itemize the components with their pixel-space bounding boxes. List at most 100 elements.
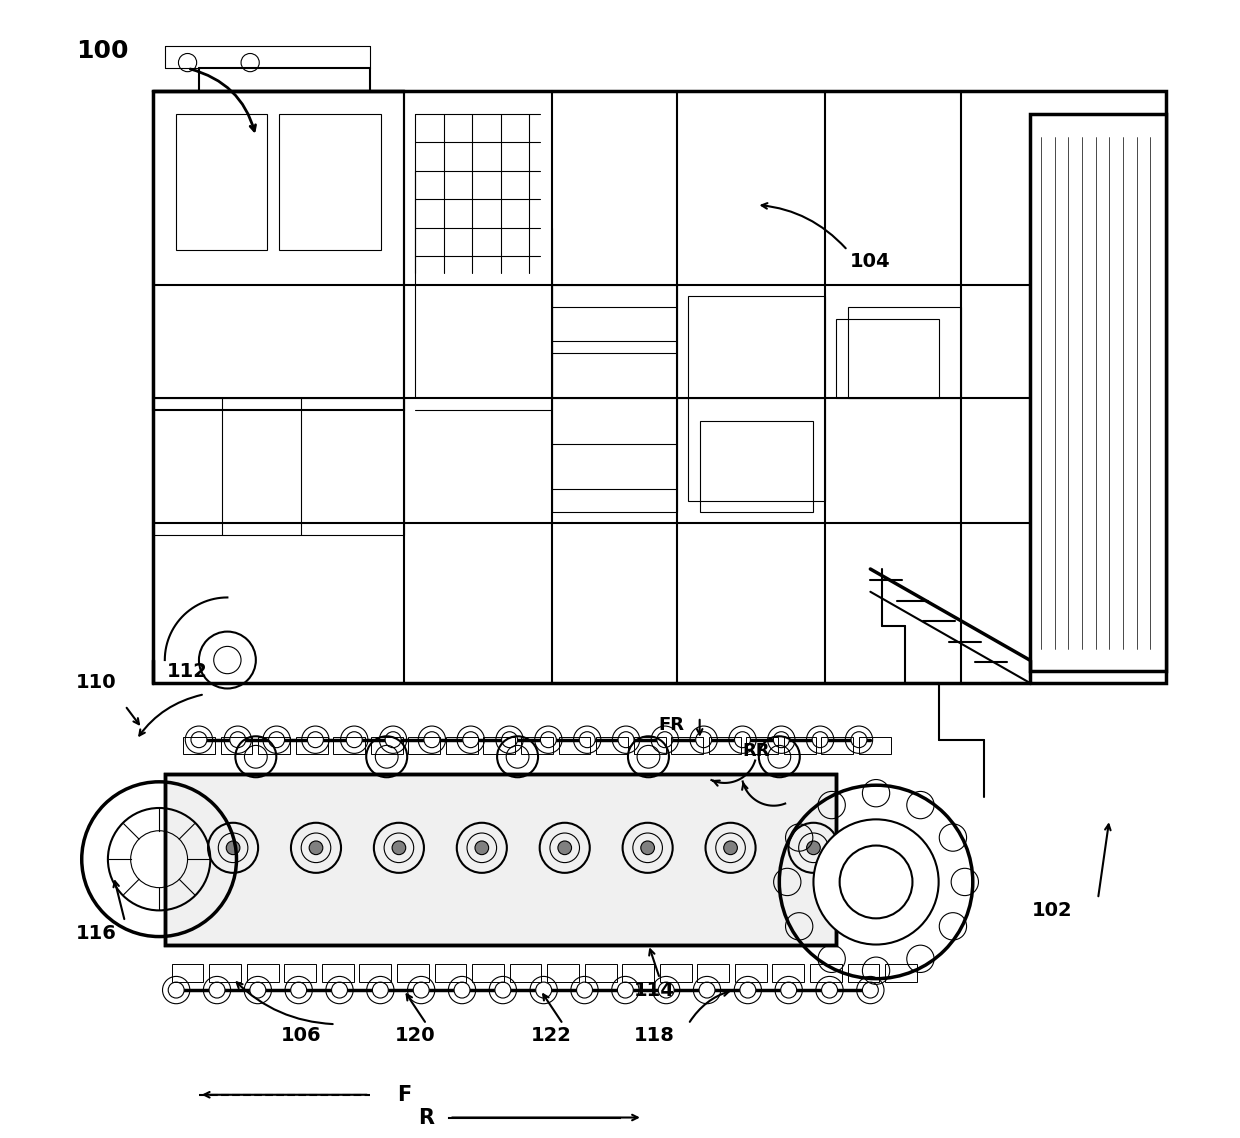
Circle shape (495, 982, 511, 998)
Circle shape (392, 841, 405, 855)
Bar (210, 965, 241, 981)
Bar (510, 965, 542, 981)
Bar (154, 91, 1167, 683)
Circle shape (851, 732, 867, 748)
Text: 100: 100 (76, 39, 129, 64)
Text: FR: FR (658, 716, 684, 734)
Bar (171, 965, 203, 981)
Bar (360, 965, 392, 981)
Circle shape (774, 732, 790, 748)
Bar (258, 737, 290, 754)
Bar (622, 965, 655, 981)
Bar (699, 421, 813, 512)
Circle shape (250, 982, 265, 998)
Bar (521, 737, 553, 754)
Circle shape (579, 732, 595, 748)
Text: F: F (397, 1085, 410, 1105)
Bar (885, 965, 918, 981)
Circle shape (618, 982, 634, 998)
Text: 112: 112 (167, 662, 208, 681)
Text: 106: 106 (281, 1026, 321, 1045)
Circle shape (454, 982, 470, 998)
Bar (848, 965, 879, 981)
Circle shape (413, 982, 429, 998)
Circle shape (386, 732, 401, 748)
Text: 120: 120 (394, 1026, 435, 1045)
Circle shape (641, 841, 655, 855)
Circle shape (210, 982, 224, 998)
Circle shape (502, 732, 517, 748)
Circle shape (475, 841, 489, 855)
Circle shape (226, 841, 239, 855)
Bar (585, 965, 616, 981)
Bar (596, 737, 627, 754)
Bar (154, 398, 404, 535)
Bar (165, 774, 836, 945)
Circle shape (699, 982, 715, 998)
Text: 110: 110 (76, 674, 117, 692)
Bar (221, 737, 253, 754)
Bar (697, 965, 729, 981)
Circle shape (169, 982, 185, 998)
Bar (165, 774, 836, 945)
Bar (446, 737, 477, 754)
Circle shape (229, 732, 246, 748)
Text: R: R (419, 1107, 434, 1128)
Bar (746, 737, 779, 754)
Circle shape (696, 732, 712, 748)
Circle shape (813, 819, 939, 945)
Bar (709, 737, 740, 754)
Bar (773, 965, 805, 981)
Circle shape (191, 732, 207, 748)
Circle shape (862, 982, 878, 998)
Circle shape (308, 732, 324, 748)
Bar (284, 965, 316, 981)
Text: 102: 102 (1032, 901, 1073, 920)
Bar (547, 965, 579, 981)
Text: RR: RR (743, 742, 770, 760)
Circle shape (740, 982, 756, 998)
Bar (848, 307, 961, 398)
Bar (1029, 114, 1167, 671)
Bar (552, 284, 677, 512)
Bar (784, 737, 816, 754)
Bar (247, 965, 279, 981)
Bar (484, 737, 516, 754)
Bar (154, 91, 404, 410)
Circle shape (536, 982, 552, 998)
Text: 118: 118 (634, 1026, 675, 1045)
Circle shape (269, 732, 284, 748)
Circle shape (658, 982, 675, 998)
Text: 104: 104 (851, 253, 890, 271)
Bar (295, 737, 327, 754)
Text: 122: 122 (531, 1026, 572, 1045)
Circle shape (807, 841, 821, 855)
Bar (279, 114, 381, 250)
Bar (688, 296, 825, 501)
Circle shape (424, 732, 440, 748)
Bar (472, 965, 503, 981)
Bar (434, 965, 466, 981)
Circle shape (463, 732, 479, 748)
Bar (671, 737, 703, 754)
Circle shape (577, 982, 593, 998)
Bar (397, 965, 429, 981)
Bar (334, 737, 365, 754)
Bar (660, 965, 692, 981)
Circle shape (541, 732, 557, 748)
Bar (408, 737, 440, 754)
Bar (859, 737, 890, 754)
Circle shape (781, 982, 796, 998)
Circle shape (290, 982, 306, 998)
Bar (735, 965, 766, 981)
Bar (821, 737, 853, 754)
Circle shape (812, 732, 828, 748)
Bar (810, 965, 842, 981)
Circle shape (724, 841, 738, 855)
Circle shape (618, 732, 634, 748)
Circle shape (372, 982, 388, 998)
Bar (184, 737, 215, 754)
Bar (836, 319, 939, 398)
Text: 116: 116 (76, 924, 117, 942)
Circle shape (558, 841, 572, 855)
